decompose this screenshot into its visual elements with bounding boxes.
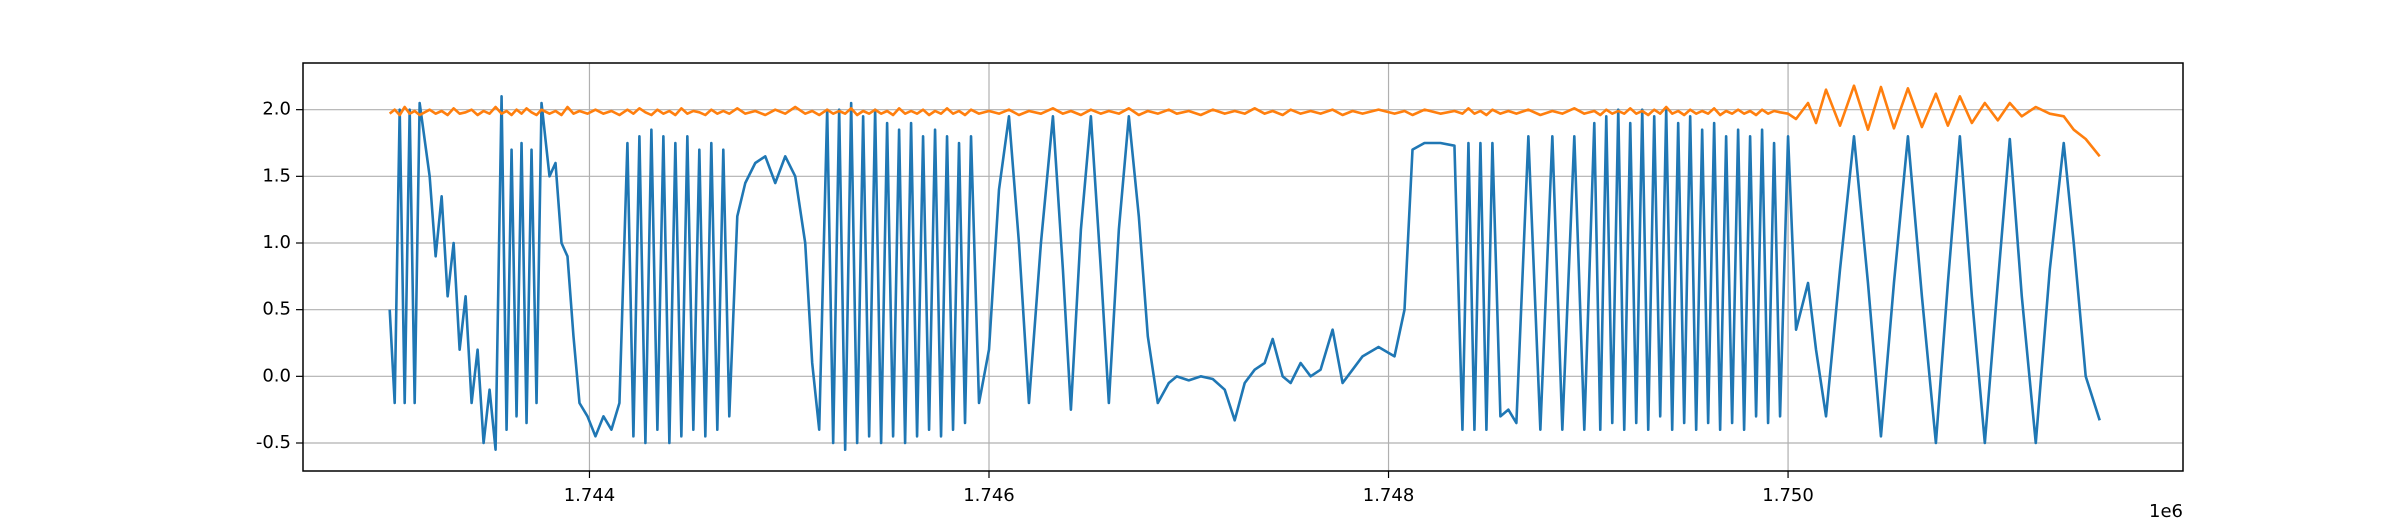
y-tick-label: -0.5 <box>256 432 291 453</box>
plot-area <box>388 84 2101 451</box>
y-tick-label: 0.0 <box>262 365 291 386</box>
grid <box>303 63 2183 471</box>
ticks: 1.744 1.746 1.748 1.750 -0.5 0.0 0.5 1.0 1.5 2.0 <box>256 99 1814 506</box>
y-tick-label: 1.0 <box>262 232 291 253</box>
axes-frame <box>302 62 2184 472</box>
x-tick-label: 1.748 <box>1363 485 1415 506</box>
y-tick-label: 2.0 <box>262 99 291 120</box>
line-series <box>388 84 2101 158</box>
x-offset-label: 1e6 <box>2149 501 2183 522</box>
y-tick-label: 0.5 <box>262 299 291 320</box>
line-series <box>388 95 2101 451</box>
y-tick-label: 1.5 <box>262 165 291 186</box>
x-tick-label: 1.750 <box>1762 485 1814 506</box>
x-tick-label: 1.746 <box>963 485 1015 506</box>
x-tick-label: 1.744 <box>564 485 616 506</box>
